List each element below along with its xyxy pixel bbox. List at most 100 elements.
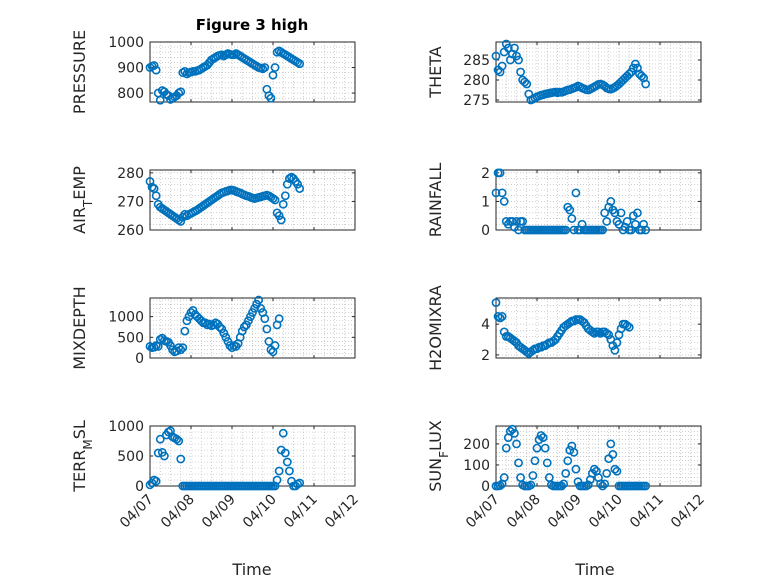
y-tick-label: 2 <box>481 166 490 182</box>
subplot-pressure: 800 900 1000 PRESSURE <box>70 30 356 114</box>
data-point <box>641 481 651 491</box>
data-point <box>276 215 286 225</box>
data-point <box>282 457 292 467</box>
data-point <box>278 428 288 438</box>
data-point <box>512 439 521 449</box>
data-point <box>536 431 546 440</box>
subplot-air-temp: 260 270 280 AIRTEMP <box>70 166 356 239</box>
x-tick-label: 04/09 <box>545 492 585 532</box>
x-axis-label-right: Time <box>574 560 614 579</box>
x-tick-label: 04/11 <box>281 492 321 532</box>
data-point <box>602 217 612 226</box>
data-point <box>497 188 507 198</box>
data-point <box>274 314 284 324</box>
y-axis-label-part: M <box>81 439 95 449</box>
data-point <box>149 342 159 352</box>
data-point <box>633 208 642 218</box>
data-point <box>510 428 519 438</box>
data-point <box>270 195 280 205</box>
y-tick-label: 1000 <box>108 419 144 435</box>
data-point <box>516 67 525 77</box>
y-axis-label-part: PRESSURE <box>70 30 89 114</box>
y-tick-label: 100 <box>463 458 490 474</box>
data-point <box>223 337 233 346</box>
data-point <box>569 225 579 235</box>
data-point <box>622 217 632 226</box>
data-point <box>528 471 538 480</box>
y-axis-label-part: SL <box>70 420 89 439</box>
data-point <box>172 434 182 444</box>
y-axis-label-part: F <box>437 451 451 458</box>
data-point <box>518 217 528 226</box>
data-point <box>254 295 264 305</box>
y-axis-label: H2OMIXRA <box>426 285 445 371</box>
data-point <box>159 451 169 461</box>
data-point <box>503 43 513 53</box>
data-point <box>565 205 575 215</box>
data-point <box>270 63 280 72</box>
data-point <box>624 322 634 332</box>
data-point <box>215 322 225 332</box>
data-point <box>598 225 607 235</box>
data-point <box>241 320 251 330</box>
data-point <box>227 343 237 353</box>
y-tick-label: 280 <box>117 166 144 182</box>
data-point <box>274 466 284 476</box>
data-point <box>491 51 501 61</box>
data-point <box>270 341 280 350</box>
data-point <box>602 468 612 478</box>
figure-title: Figure 3 high <box>196 16 309 34</box>
data-point <box>266 93 276 103</box>
data-point <box>205 319 214 329</box>
data-point <box>641 79 651 89</box>
data-point <box>561 468 571 478</box>
y-tick-label: 260 <box>117 223 144 239</box>
data-point <box>219 328 229 338</box>
data-point <box>256 303 266 313</box>
data-point <box>499 473 509 482</box>
data-point <box>491 298 501 308</box>
x-tick-label: 04/07 <box>117 492 157 532</box>
data-point <box>495 313 505 323</box>
data-point <box>508 217 517 226</box>
data-point <box>587 327 597 337</box>
data-point <box>497 312 507 321</box>
y-tick-label: 0 <box>135 479 144 495</box>
data-point <box>272 475 282 485</box>
data-point <box>526 480 536 490</box>
subplot-sun-flux: 0 100 200 SUNFLUX 04/07 04/08 04/09 04/10 04/11 0… <box>426 420 708 531</box>
data-point <box>260 63 270 72</box>
data-point <box>497 61 507 71</box>
data-point <box>155 95 165 105</box>
data-point <box>260 314 270 324</box>
y-axis-label-part: EMP <box>70 166 89 200</box>
y-axis-label: AIRTEMP <box>70 166 95 234</box>
data-point <box>522 79 532 89</box>
data-point <box>274 211 284 221</box>
data-point <box>295 59 305 69</box>
data-point <box>514 55 523 65</box>
data-point <box>641 225 651 235</box>
data-point <box>563 456 573 466</box>
data-point <box>174 343 184 353</box>
x-tick-label: 04/10 <box>586 492 626 532</box>
data-point <box>225 341 235 350</box>
x-tick-label: 04/08 <box>158 492 198 532</box>
y-axis-label: RAINFALL <box>426 163 445 238</box>
data-point <box>561 225 571 235</box>
data-point <box>280 448 290 458</box>
data-point <box>514 225 523 235</box>
data-point <box>295 184 305 193</box>
data-point <box>610 345 620 355</box>
y-axis-label: TERRMSL <box>70 420 95 493</box>
y-tick-label: 280 <box>463 73 490 89</box>
data-point <box>166 341 175 350</box>
data-point <box>610 208 620 218</box>
y-tick-label: 900 <box>117 61 144 77</box>
data-point <box>149 184 159 193</box>
y-tick-label: 1 <box>481 194 490 210</box>
x-tick-label: 04/09 <box>199 492 239 532</box>
data-point <box>151 476 161 486</box>
